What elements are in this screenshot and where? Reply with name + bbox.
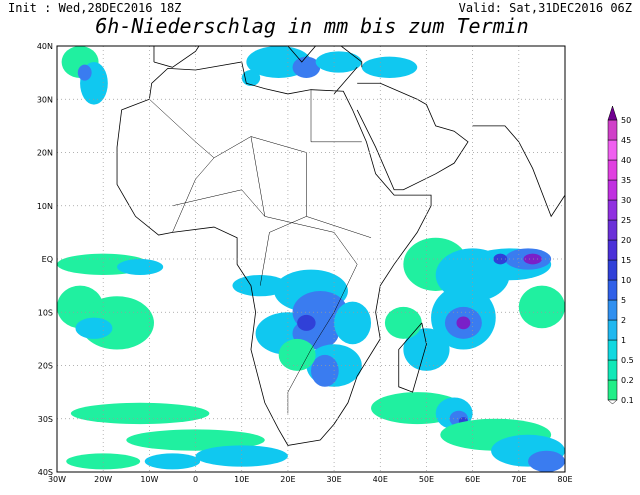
colorbar-box: [607, 199, 618, 221]
lon-label: 30W: [48, 475, 66, 484]
precip-area: [384, 306, 422, 339]
precip-area: [75, 317, 113, 339]
country-border: [172, 189, 266, 217]
coastline: [153, 46, 200, 68]
colorbar-label: 1: [621, 336, 626, 345]
colorbar-box: [607, 239, 618, 261]
init-time: Init : Wed,28DEC2016 18Z: [8, 1, 181, 15]
lat-label: EQ: [42, 255, 53, 264]
lon-label: 40E: [373, 475, 388, 484]
colorbar-label: 15: [621, 256, 631, 265]
precip-area: [297, 314, 316, 331]
colorbar-label: 0.5: [621, 356, 634, 365]
precip-area: [195, 445, 288, 467]
colorbar-box: [607, 179, 618, 201]
lon-label: 10E: [234, 475, 249, 484]
precip-area: [456, 316, 471, 330]
colorbar-box: [607, 379, 618, 401]
precip-area: [144, 453, 201, 470]
lon-label: 50E: [419, 475, 434, 484]
precipitation: [57, 46, 565, 472]
precip-area: [278, 338, 316, 371]
colorbar-label: 50: [621, 116, 631, 125]
precip-area: [311, 354, 339, 387]
precip-area: [493, 253, 508, 265]
colorbar-box: [607, 359, 618, 381]
map-title: 6h-Niederschlag in mm bis zum Termin: [95, 14, 528, 38]
colorbar-box: [607, 219, 618, 241]
precip-area: [518, 285, 565, 329]
lat-label: 40N: [37, 42, 53, 51]
colorbar-label: 45: [621, 136, 631, 145]
lon-label: 30E: [326, 475, 341, 484]
precip-area: [523, 253, 542, 265]
precip-area: [241, 69, 261, 86]
lat-label: 30N: [37, 95, 53, 104]
colorbar-cap: [607, 105, 618, 121]
country-border: [306, 216, 372, 238]
precip-area: [77, 64, 92, 81]
precip-area: [126, 429, 265, 451]
lat-label: 10N: [37, 202, 53, 211]
lon-label: 20W: [94, 475, 112, 484]
lon-label: 20E: [280, 475, 295, 484]
precip-area: [315, 51, 362, 73]
colorbar-box: [607, 139, 618, 161]
coastline: [116, 61, 432, 446]
precip-area: [66, 453, 141, 470]
country-border: [149, 99, 307, 286]
precip-area: [403, 328, 450, 371]
precip-area: [334, 301, 372, 345]
coastline: [333, 67, 358, 95]
lat-label: 20S: [38, 362, 53, 371]
colorbar-label: 25: [621, 216, 631, 225]
colorbar-box: [607, 119, 618, 141]
lat-label: 40S: [38, 468, 53, 477]
colorbar-label: 2: [621, 316, 626, 325]
country-border: [172, 157, 215, 233]
precip-area: [292, 56, 321, 78]
lon-label: 70E: [511, 475, 526, 484]
lon-label: 60E: [465, 475, 480, 484]
colorbar-label: 30: [621, 196, 631, 205]
colorbar-box: [607, 159, 618, 181]
lon-label: 0: [193, 475, 198, 484]
colorbar-label: 40: [621, 156, 631, 165]
colorbar-label: 35: [621, 176, 631, 185]
map-frame: [56, 45, 566, 473]
colorbar-label: 0.2: [621, 376, 634, 385]
precip-area: [70, 402, 210, 425]
country-border: [250, 136, 358, 414]
valid-time: Valid: Sat,31DEC2016 06Z: [459, 1, 632, 15]
precip-area: [528, 450, 565, 472]
colorbar-label: 20: [621, 236, 631, 245]
lat-label: 10S: [38, 308, 53, 317]
colorbar-label: 5: [621, 296, 626, 305]
graticule: [57, 46, 565, 472]
colorbar-label: 0.1: [621, 396, 634, 405]
colorbar-box: [607, 279, 618, 301]
lat-label: 20N: [37, 149, 53, 158]
precip-area: [361, 56, 418, 78]
colorbar-box: [607, 299, 618, 321]
colorbar-cap: [607, 399, 618, 405]
colorbar-label: 10: [621, 276, 631, 285]
lat-label: 30S: [38, 415, 53, 424]
coastline: [287, 46, 363, 68]
precip-area: [117, 259, 164, 275]
colorbar-box: [607, 339, 618, 361]
lon-label: 80E: [557, 475, 572, 484]
colorbar-box: [607, 259, 618, 281]
colorbar-box: [607, 319, 618, 341]
country-border: [310, 89, 362, 143]
coastline: [472, 125, 565, 218]
coastline: [398, 322, 427, 393]
lon-label: 10W: [140, 475, 158, 484]
